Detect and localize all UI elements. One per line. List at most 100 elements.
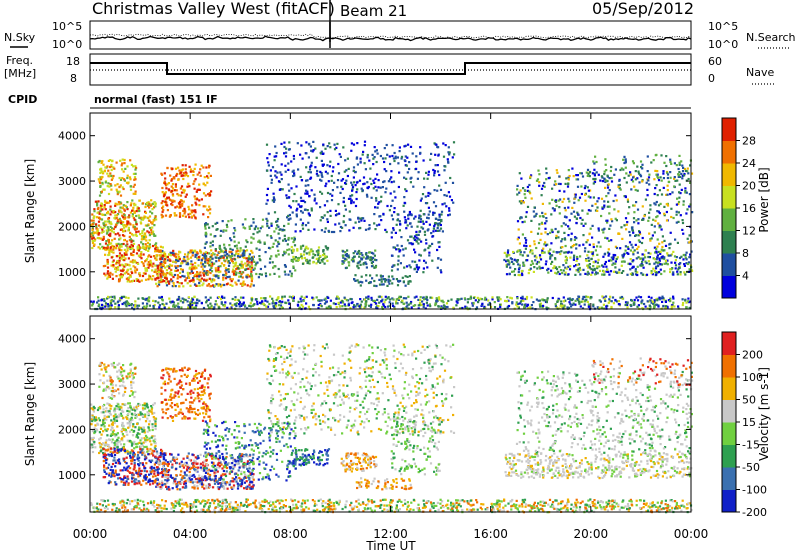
echo-point (568, 227, 571, 230)
echo-point (196, 252, 199, 255)
echo-point (406, 304, 409, 307)
echo-point (194, 306, 197, 309)
echo-point (603, 170, 606, 173)
echo-point (285, 196, 289, 200)
echo-point (509, 257, 512, 260)
echo-point (108, 249, 111, 252)
echo-point (145, 305, 148, 308)
echo-point (107, 210, 110, 213)
echo-point (544, 241, 547, 244)
echo-point (436, 266, 439, 269)
echo-point (109, 172, 112, 175)
echo-point (647, 176, 651, 179)
echo-point (286, 248, 289, 252)
echo-point (100, 176, 103, 179)
echo-point (681, 170, 685, 173)
echo-point (131, 306, 134, 309)
echo-point (601, 176, 604, 179)
echo-point (240, 266, 243, 269)
echo-point (607, 239, 611, 242)
echo-point (347, 197, 351, 200)
echo-point (132, 216, 135, 220)
echo-point (120, 249, 123, 252)
echo-point (681, 228, 684, 231)
echo-point (602, 270, 605, 273)
echo-point (506, 306, 509, 309)
echo-point (99, 237, 102, 240)
echo-point (276, 220, 279, 223)
echo-point (303, 296, 306, 299)
echo-point (315, 262, 318, 265)
echo-point (356, 163, 359, 166)
echo-point (423, 186, 426, 189)
echo-point (386, 153, 389, 156)
echo-point (360, 275, 363, 278)
echo-point (193, 167, 196, 170)
echo-point (404, 220, 408, 223)
echo-point (195, 273, 198, 276)
echo-point (155, 242, 158, 245)
echo-point (283, 250, 286, 253)
echo-point (252, 221, 255, 224)
echo-point (427, 213, 430, 216)
echo-point (104, 264, 107, 267)
echo-point (164, 259, 167, 263)
echo-point (187, 275, 190, 278)
echo-point (589, 209, 592, 212)
echo-point (121, 255, 124, 258)
echo-point (376, 173, 379, 176)
echo-point (102, 230, 105, 233)
echo-point (321, 260, 324, 263)
echo-point (323, 252, 326, 255)
echo-point (194, 198, 197, 201)
echo-point (624, 160, 627, 163)
echo-point (663, 212, 666, 215)
echo-point (241, 263, 245, 266)
echo-point (326, 164, 329, 167)
echo-point (521, 303, 524, 306)
echo-point (684, 299, 687, 302)
echo-point (661, 245, 664, 249)
echo-point (117, 201, 120, 204)
echo-point (292, 174, 295, 178)
echo-point (153, 446, 156, 449)
echo-point (172, 275, 175, 279)
echo-point (367, 281, 371, 285)
echo-point (115, 242, 118, 246)
echo-point (402, 280, 405, 283)
echo-point (116, 425, 119, 428)
echo-point (549, 231, 552, 234)
echo-point (93, 239, 96, 242)
echo-point (316, 251, 319, 254)
echo-point (363, 298, 366, 301)
echo-point (107, 220, 111, 223)
echo-point (156, 267, 159, 270)
echo-point (153, 224, 156, 227)
echo-point (115, 244, 118, 247)
echo-point (587, 266, 590, 269)
echo-point (259, 227, 262, 230)
echo-point (152, 255, 156, 258)
echo-point (190, 209, 193, 212)
echo-point (365, 303, 368, 306)
echo-point (610, 259, 613, 262)
echo-point (539, 258, 543, 261)
echo-point (91, 231, 94, 235)
echo-point (217, 274, 220, 278)
echo-point (541, 266, 544, 269)
echo-point (658, 212, 661, 215)
echo-point (487, 299, 490, 302)
echo-point (113, 295, 116, 298)
echo-point (633, 298, 636, 302)
echo-point (91, 239, 94, 243)
echo-point (432, 201, 436, 204)
echo-point (323, 214, 326, 217)
echo-point (320, 305, 323, 308)
echo-point (161, 186, 164, 190)
echo-point (350, 199, 353, 202)
echo-point (574, 303, 577, 306)
echo-point (284, 251, 287, 254)
echo-point (660, 263, 663, 266)
echo-point (349, 218, 352, 221)
echo-point (250, 256, 253, 259)
